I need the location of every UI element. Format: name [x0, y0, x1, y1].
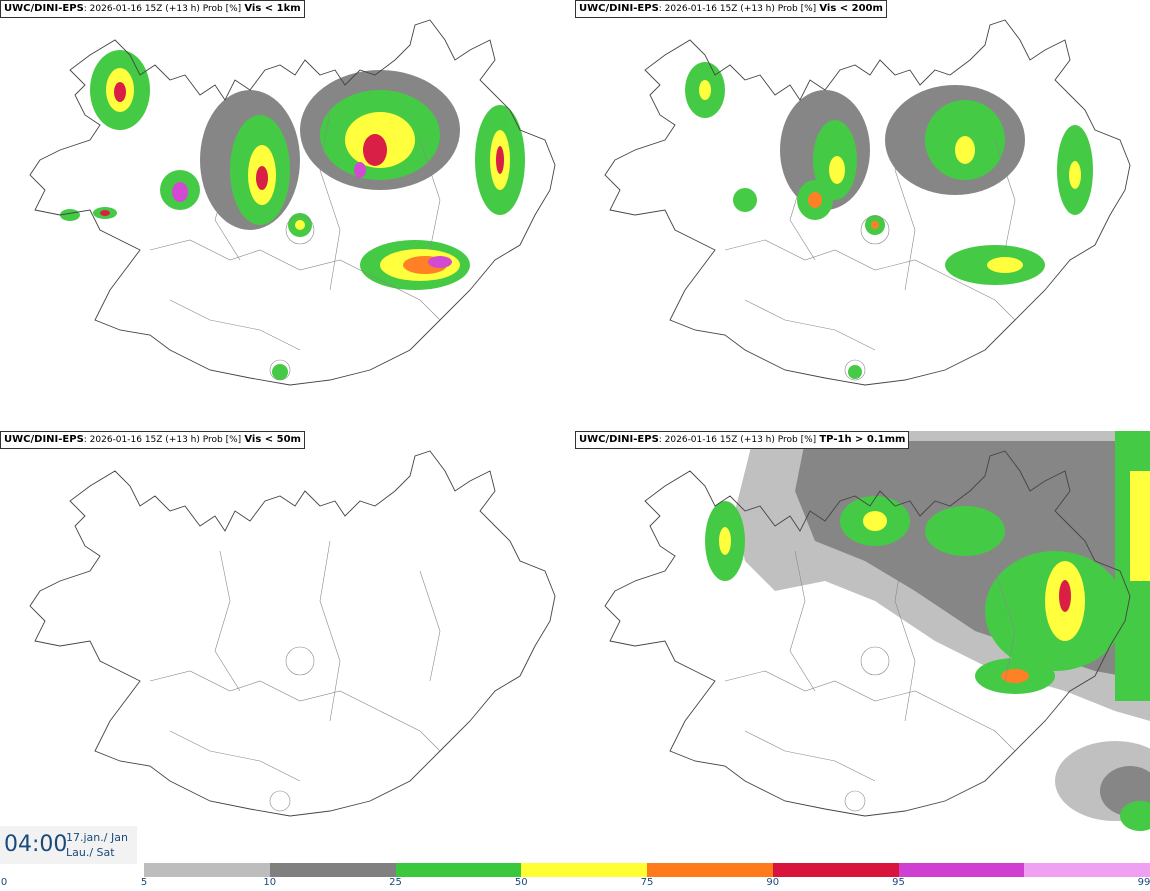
panel-title: UWC/DINI-EPS: 2026-01-16 15Z (+13 h) Pro…	[575, 0, 887, 18]
colorbar-segment	[898, 863, 1025, 877]
colorbar-segment	[144, 863, 270, 877]
colorbar-segment	[521, 863, 647, 877]
colorbar-tick-label: 0	[0, 877, 8, 888]
iceland-map-tp-1h	[604, 431, 1150, 831]
iceland-map-vis-50m	[29, 450, 556, 817]
probability-colorbar	[144, 863, 1150, 877]
colorbar-tick-label: 90	[766, 877, 780, 888]
valid-date: 17.jan./ Jan Lau./ Sat	[66, 830, 128, 860]
panel-title: UWC/DINI-EPS: 2026-01-16 15Z (+13 h) Pro…	[575, 431, 910, 449]
colorbar-segment	[395, 863, 522, 877]
colorbar-tick-label: 25	[389, 877, 402, 888]
valid-hour: 04:00	[4, 832, 68, 857]
valid-date-line2: Lau./ Sat	[66, 846, 115, 859]
valid-time-box: 04:00 17.jan./ Jan Lau./ Sat	[0, 826, 137, 864]
iceland-map-vis-200m	[604, 19, 1131, 386]
colorbar-ticks: 0 5 10 25 50 75 90 95 99	[0, 877, 1150, 891]
colorbar-segment	[772, 863, 899, 877]
map-panel-vis-1km: UWC/DINI-EPS: 2026-01-16 15Z (+13 h) Pro…	[0, 0, 575, 430]
colorbar-segment	[269, 863, 396, 877]
map-panel-vis-200m: UWC/DINI-EPS: 2026-01-16 15Z (+13 h) Pro…	[575, 0, 1150, 430]
colorbar-tick-label: 99	[1137, 877, 1150, 888]
colorbar-tick-label: 95	[892, 877, 905, 888]
iceland-map-vis-1km	[29, 19, 556, 386]
colorbar-tick-label: 5	[140, 877, 148, 888]
colorbar-segment	[1024, 863, 1150, 877]
panel-title: UWC/DINI-EPS: 2026-01-16 15Z (+13 h) Pro…	[0, 431, 305, 449]
panel-title: UWC/DINI-EPS: 2026-01-16 15Z (+13 h) Pro…	[0, 0, 305, 18]
colorbar-segment	[647, 863, 773, 877]
colorbar-tick-label: 50	[514, 877, 528, 888]
colorbar-tick-label: 10	[263, 877, 277, 888]
colorbar-tick-label: 75	[640, 877, 654, 888]
map-panel-vis-50m: UWC/DINI-EPS: 2026-01-16 15Z (+13 h) Pro…	[0, 431, 575, 861]
valid-date-line1: 17.jan./ Jan	[66, 831, 128, 844]
map-panel-tp-1h: UWC/DINI-EPS: 2026-01-16 15Z (+13 h) Pro…	[575, 431, 1150, 861]
